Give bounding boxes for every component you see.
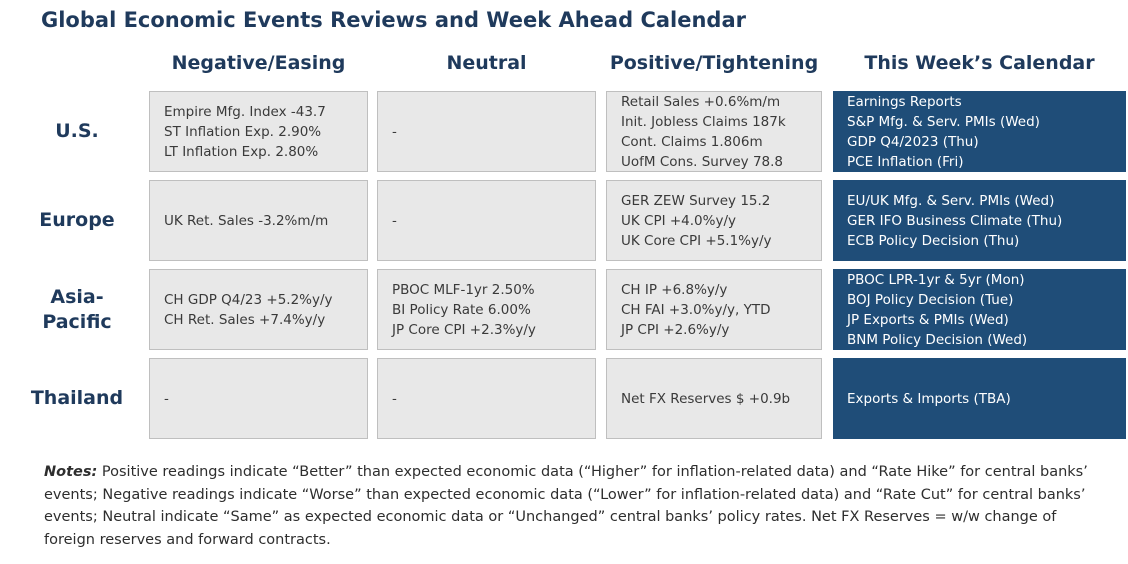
cell-europe-negative: UK Ret. Sales -3.2%m/m [149, 180, 368, 261]
cell-line: Init. Jobless Claims 187k [621, 113, 786, 130]
cell-line: - [392, 123, 397, 140]
cell-line: BI Policy Rate 6.00% [392, 301, 531, 318]
cell-asia-calendar: PBOC LPR-1yr & 5yr (Mon) BOJ Policy Deci… [833, 269, 1126, 350]
cell-line: JP CPI +2.6%y/y [621, 321, 730, 338]
cell-line: JP Exports & PMIs (Wed) [847, 311, 1009, 328]
cell-line: - [392, 212, 397, 229]
cell-line: Cont. Claims 1.806m [621, 133, 763, 150]
notes-text: Positive readings indicate “Better” than… [44, 464, 1088, 548]
cell-line: UK CPI +4.0%y/y [621, 212, 737, 229]
notes-label: Notes: [44, 464, 98, 480]
cell-line: ST Inflation Exp. 2.90% [164, 123, 322, 140]
cell-line: PBOC MLF-1yr 2.50% [392, 281, 535, 298]
cell-line: UK Core CPI +5.1%y/y [621, 232, 772, 249]
cell-line: - [392, 390, 397, 407]
cell-line: CH IP +6.8%y/y [621, 281, 728, 298]
cell-thailand-negative: - [149, 358, 368, 439]
cell-line: GER ZEW Survey 15.2 [621, 192, 771, 209]
page-title: Global Economic Events Reviews and Week … [41, 8, 746, 32]
cell-line: ECB Policy Decision (Thu) [847, 232, 1020, 249]
cell-line: CH FAI +3.0%y/y, YTD [621, 301, 771, 318]
cell-europe-positive: GER ZEW Survey 15.2 UK CPI +4.0%y/y UK C… [606, 180, 822, 261]
row-header-line: Asia- [50, 285, 104, 308]
cell-us-neutral: - [377, 91, 596, 172]
cell-line: PCE Inflation (Fri) [847, 153, 964, 170]
row-header-line: Pacific [42, 310, 112, 333]
notes: Notes: Positive readings indicate “Bette… [44, 461, 1104, 551]
cell-line: UK Ret. Sales -3.2%m/m [164, 212, 329, 229]
cell-line: Exports & Imports (TBA) [847, 390, 1011, 407]
cell-line: GDP Q4/2023 (Thu) [847, 133, 979, 150]
cell-line: PBOC LPR-1yr & 5yr (Mon) [847, 271, 1025, 288]
cell-us-positive: Retail Sales +0.6%m/m Init. Jobless Clai… [606, 91, 822, 172]
cell-line: Earnings Reports [847, 93, 962, 110]
cell-line: - [164, 390, 169, 407]
column-header-calendar: This Week’s Calendar [864, 52, 1095, 74]
cell-line: Net FX Reserves $ +0.9b [621, 390, 791, 407]
cell-us-calendar: Earnings Reports S&P Mfg. & Serv. PMIs (… [833, 91, 1126, 172]
cell-line: CH Ret. Sales +7.4%y/y [164, 311, 326, 328]
cell-line: CH GDP Q4/23 +5.2%y/y [164, 291, 333, 308]
cell-line: GER IFO Business Climate (Thu) [847, 212, 1063, 229]
row-header-asia-pacific: Asia- Pacific [14, 269, 140, 350]
column-header-positive: Positive/Tightening [609, 52, 819, 74]
cell-line: UofM Cons. Survey 78.8 [621, 153, 783, 170]
cell-asia-positive: CH IP +6.8%y/y CH FAI +3.0%y/y, YTD JP C… [606, 269, 822, 350]
cell-europe-calendar: EU/UK Mfg. & Serv. PMIs (Wed) GER IFO Bu… [833, 180, 1126, 261]
cell-line: Empire Mfg. Index -43.7 [164, 103, 326, 120]
cell-thailand-calendar: Exports & Imports (TBA) [833, 358, 1126, 439]
row-header-europe: Europe [39, 209, 115, 231]
row-header-us: U.S. [55, 120, 99, 142]
cell-asia-neutral: PBOC MLF-1yr 2.50% BI Policy Rate 6.00% … [377, 269, 596, 350]
cell-thailand-positive: Net FX Reserves $ +0.9b [606, 358, 822, 439]
cell-europe-neutral: - [377, 180, 596, 261]
cell-line: S&P Mfg. & Serv. PMIs (Wed) [847, 113, 1040, 130]
cell-line: JP Core CPI +2.3%y/y [392, 321, 536, 338]
cell-us-negative: Empire Mfg. Index -43.7 ST Inflation Exp… [149, 91, 368, 172]
cell-asia-negative: CH GDP Q4/23 +5.2%y/y CH Ret. Sales +7.4… [149, 269, 368, 350]
cell-line: BNM Policy Decision (Wed) [847, 331, 1028, 348]
column-header-negative: Negative/Easing [171, 52, 346, 74]
cell-line: EU/UK Mfg. & Serv. PMIs (Wed) [847, 192, 1055, 209]
cell-thailand-neutral: - [377, 358, 596, 439]
column-header-neutral: Neutral [446, 52, 527, 74]
cell-line: Retail Sales +0.6%m/m [621, 93, 781, 110]
row-header-thailand: Thailand [30, 387, 124, 409]
cell-line: BOJ Policy Decision (Tue) [847, 291, 1014, 308]
cell-line: LT Inflation Exp. 2.80% [164, 143, 319, 160]
